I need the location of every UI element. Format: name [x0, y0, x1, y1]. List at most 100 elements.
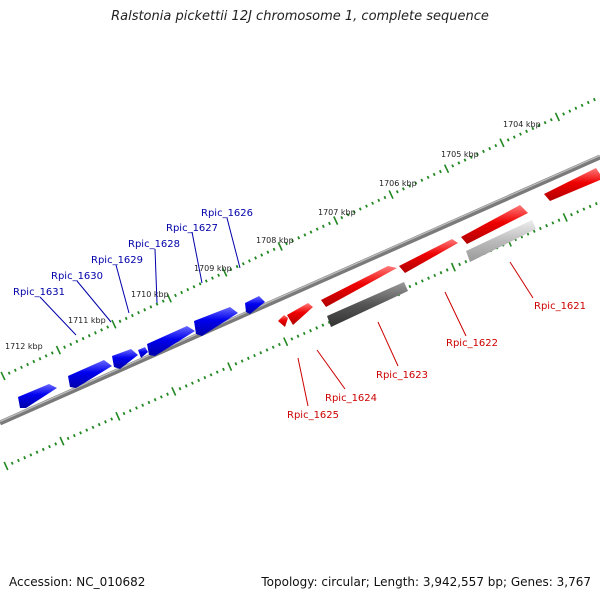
kbp-label-1706: 1706 kbp: [379, 179, 417, 188]
outer-minor-tick: [352, 210, 356, 214]
reverse-strand-genes: [18, 296, 265, 408]
label-rpic-1626[interactable]: Rpic_1626: [201, 208, 253, 219]
leader-rpic-1631: [39, 296, 77, 336]
gene-red-d[interactable]: [461, 205, 528, 244]
kbp-labels: 1704 kbp 1705 kbp 1706 kbp 1707 kbp 1708…: [5, 120, 541, 351]
outer-major-tick: [277, 242, 283, 251]
outer-minor-tick: [315, 227, 319, 231]
inner-minor-tick: [135, 406, 138, 410]
inner-major-tick: [59, 436, 65, 446]
label-rpic-1631[interactable]: Rpic_1631: [13, 287, 65, 298]
sequence-backbone-highlight: [0, 154, 600, 423]
gene-rpic-1625-blue[interactable]: [245, 296, 265, 314]
label-rpic-1630[interactable]: Rpic_1630: [51, 271, 103, 282]
inner-minor-tick: [10, 461, 14, 465]
outer-minor-tick: [475, 152, 479, 156]
inner-minor-tick: [315, 326, 319, 330]
label-rpic-1623[interactable]: Rpic_1623: [376, 370, 428, 381]
inner-minor-tick: [203, 375, 207, 380]
outer-minor-tick: [543, 121, 547, 125]
gene-labels-reverse: Rpic_1626 Rpic_1627 Rpic_1628 Rpic_1629 …: [13, 208, 253, 298]
leader-rpic-1625: [297, 357, 309, 407]
outer-minor-tick: [38, 357, 42, 361]
gene-rpic-1629[interactable]: [112, 349, 138, 369]
outer-minor-tick: [69, 342, 73, 346]
outer-minor-tick: [580, 103, 584, 107]
outer-minor-tick: [586, 100, 590, 105]
inner-minor-tick: [147, 400, 151, 405]
inner-minor-tick: [23, 456, 27, 460]
outer-minor-tick: [340, 216, 344, 220]
outer-minor-tick: [592, 97, 596, 102]
outer-minor-tick: [297, 236, 301, 240]
inner-minor-tick: [35, 450, 39, 454]
gene-rpic-1626[interactable]: [194, 307, 238, 336]
outer-minor-tick: [235, 264, 239, 269]
feature-dark[interactable]: [327, 282, 408, 327]
kbp-label-1705: 1705 kbp: [441, 150, 479, 159]
gene-rpic-1627[interactable]: [147, 326, 195, 356]
label-rpic-1628[interactable]: Rpic_1628: [128, 239, 180, 250]
feature-light[interactable]: [466, 220, 536, 262]
inner-minor-tick: [321, 323, 325, 327]
outer-minor-tick: [432, 172, 436, 177]
outer-minor-tick: [549, 118, 553, 122]
gene-red-e[interactable]: [544, 168, 600, 201]
label-rpic-1629[interactable]: Rpic_1629: [91, 255, 143, 266]
outer-minor-tick: [506, 138, 510, 142]
gene-rpic-1630[interactable]: [68, 360, 112, 388]
inner-minor-tick: [215, 370, 219, 374]
gene-small-red[interactable]: [278, 315, 288, 327]
outer-minor-tick: [426, 175, 430, 179]
inner-minor-tick: [588, 204, 592, 209]
outer-minor-tick: [463, 158, 467, 162]
outer-minor-tick: [198, 282, 202, 286]
summary-text: Topology: circular; Length: 3,942,557 bp…: [261, 575, 591, 589]
leader-rpic-1626: [226, 217, 241, 269]
inner-minor-tick: [166, 392, 169, 396]
inner-minor-tick: [458, 262, 462, 267]
outer-minor-tick: [124, 316, 128, 321]
inner-minor-tick: [265, 348, 269, 352]
outer-minor-tick: [420, 178, 424, 182]
inner-major-tick: [3, 461, 9, 471]
outer-major-tick: [499, 138, 505, 148]
outer-minor-tick: [371, 201, 375, 205]
inner-minor-tick: [408, 284, 412, 289]
inner-minor-tick: [576, 210, 580, 214]
outer-minor-tick: [519, 132, 522, 136]
inner-major-tick: [450, 262, 456, 272]
outer-minor-tick: [266, 250, 270, 254]
gene-red-b[interactable]: [321, 266, 397, 307]
inner-minor-tick: [327, 320, 331, 325]
outer-minor-tick: [137, 311, 140, 315]
inner-minor-tick: [190, 381, 194, 385]
outer-minor-tick: [346, 213, 350, 217]
outer-major-tick: [388, 190, 394, 200]
grey-features: [327, 220, 536, 327]
gene-red-c[interactable]: [399, 239, 458, 273]
label-rpic-1625[interactable]: Rpic_1625: [287, 410, 339, 421]
label-rpic-1624[interactable]: Rpic_1624: [325, 393, 377, 404]
accession-text: Accession: NC_010682: [9, 575, 146, 589]
gene-labels-forward: Rpic_1621 Rpic_1622 Rpic_1623 Rpic_1624 …: [287, 301, 586, 421]
outer-minor-tick: [272, 247, 276, 251]
gene-rpic-1631[interactable]: [18, 384, 57, 408]
outer-major-tick: [55, 345, 62, 355]
kbp-label-1712: 1712 kbp: [5, 342, 43, 351]
inner-minor-tick: [153, 398, 157, 402]
outer-minor-tick: [26, 362, 30, 367]
inner-minor-tick: [582, 207, 586, 211]
kbp-label-1704: 1704 kbp: [503, 120, 541, 129]
outer-major-tick: [222, 267, 228, 277]
outer-minor-tick: [531, 126, 535, 131]
gene-rpic-1628[interactable]: [138, 347, 148, 358]
label-rpic-1627[interactable]: Rpic_1627: [166, 223, 218, 234]
label-rpic-1621[interactable]: Rpic_1621: [534, 301, 586, 312]
gene-red-a[interactable]: [287, 303, 313, 325]
inner-minor-tick: [54, 442, 58, 446]
label-rpic-1622[interactable]: Rpic_1622: [446, 338, 498, 349]
inner-minor-tick: [29, 453, 33, 457]
kbp-label-1710: 1710 kbp: [131, 290, 169, 299]
outer-minor-tick: [217, 273, 221, 277]
